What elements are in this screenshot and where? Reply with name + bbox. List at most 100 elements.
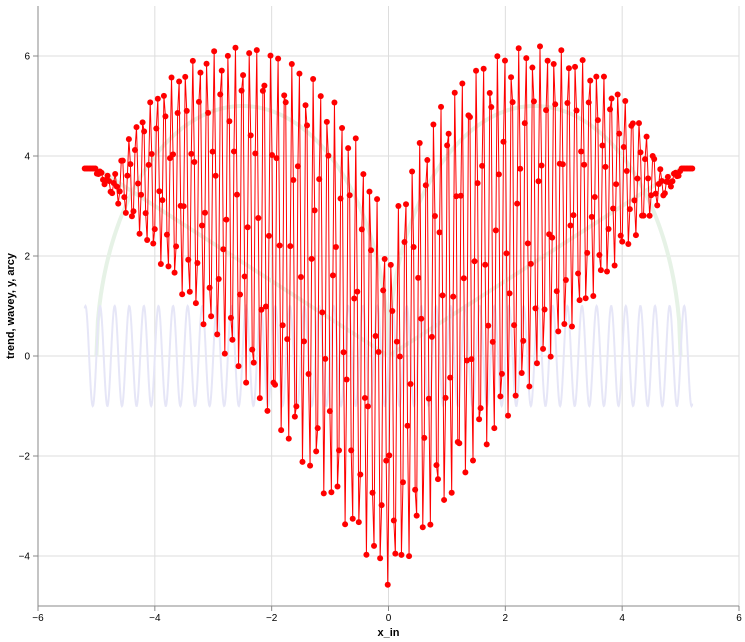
y-point xyxy=(345,145,352,152)
y-point xyxy=(162,113,169,120)
y-point xyxy=(619,238,626,245)
y-point xyxy=(447,374,454,381)
y-point xyxy=(217,91,224,98)
y-point xyxy=(92,165,99,172)
y-point xyxy=(648,192,655,199)
y-point xyxy=(623,167,630,174)
y-point xyxy=(424,157,431,164)
y-point xyxy=(267,52,274,59)
y-point xyxy=(409,168,416,175)
y-point xyxy=(456,440,463,447)
y-point xyxy=(191,159,198,166)
y-point xyxy=(506,290,513,297)
y-point xyxy=(208,313,215,320)
y-point xyxy=(462,469,469,476)
y-point xyxy=(264,407,271,414)
y-point xyxy=(124,172,131,179)
y-point xyxy=(476,416,483,423)
y-point xyxy=(230,148,237,155)
y-point xyxy=(562,276,569,283)
y-point xyxy=(189,57,196,64)
y-point xyxy=(430,121,437,128)
y-point xyxy=(106,178,113,185)
y-point xyxy=(669,178,676,185)
y-point xyxy=(317,93,324,100)
y-point xyxy=(474,180,481,187)
y-point xyxy=(533,360,540,367)
y-point xyxy=(480,65,487,72)
y-point xyxy=(130,208,137,215)
y-point xyxy=(629,120,636,127)
y-point xyxy=(611,262,618,269)
y-point xyxy=(386,452,393,459)
y-point xyxy=(547,353,554,360)
y-point xyxy=(401,239,408,246)
y-point xyxy=(377,555,384,562)
y-point xyxy=(150,240,157,247)
y-point xyxy=(613,181,620,188)
y-point xyxy=(163,231,170,238)
y-point xyxy=(514,200,521,207)
y-point xyxy=(529,64,536,71)
y-point xyxy=(253,47,260,54)
y-point xyxy=(319,309,326,316)
y-point xyxy=(138,191,145,198)
y-point xyxy=(626,206,633,213)
y-point xyxy=(339,125,346,132)
y-point xyxy=(261,82,268,89)
y-point xyxy=(498,370,505,377)
y-point xyxy=(521,120,528,127)
y-point xyxy=(689,165,696,172)
y-point xyxy=(232,44,239,51)
y-point xyxy=(501,57,508,64)
y-point xyxy=(240,72,247,79)
y-point xyxy=(652,190,659,197)
y-point xyxy=(168,74,175,81)
y-point xyxy=(559,161,566,168)
y-point xyxy=(632,232,639,239)
y-point xyxy=(643,133,650,140)
y-point xyxy=(250,359,257,366)
y-point xyxy=(355,519,362,526)
y-point xyxy=(372,332,379,339)
y-point xyxy=(450,293,457,300)
y-point xyxy=(276,242,283,249)
y-point xyxy=(544,57,551,64)
y-point xyxy=(214,331,221,338)
y-point xyxy=(226,118,233,125)
y-point xyxy=(352,135,359,142)
y-point xyxy=(186,288,193,295)
y-point xyxy=(582,295,589,302)
y-point xyxy=(416,139,423,146)
y-point xyxy=(518,369,525,376)
y-tick-label: −2 xyxy=(19,452,31,463)
y-point xyxy=(384,581,391,588)
y-point xyxy=(505,412,512,419)
y-point xyxy=(223,216,230,223)
y-point xyxy=(508,74,515,81)
y-point xyxy=(211,48,218,55)
y-point xyxy=(179,291,186,298)
y-point xyxy=(128,213,135,220)
y-point xyxy=(421,434,428,441)
y-point xyxy=(537,43,543,50)
x-tick-label: 4 xyxy=(619,613,625,624)
y-point xyxy=(570,212,577,219)
y-point xyxy=(296,70,303,77)
y-point xyxy=(235,363,242,370)
y-point xyxy=(605,225,612,232)
y-point xyxy=(654,202,661,209)
y-point xyxy=(182,73,189,80)
y-point xyxy=(328,489,335,496)
y-point xyxy=(139,119,146,126)
x-tick-label: 2 xyxy=(503,613,509,624)
y-point xyxy=(555,328,562,335)
y-point xyxy=(307,462,314,469)
y-point xyxy=(604,268,610,275)
y-point xyxy=(252,150,259,157)
y-point xyxy=(265,232,272,239)
y-point xyxy=(116,188,123,195)
y-point xyxy=(329,272,336,279)
y-point xyxy=(275,55,282,62)
y-point xyxy=(310,75,317,82)
